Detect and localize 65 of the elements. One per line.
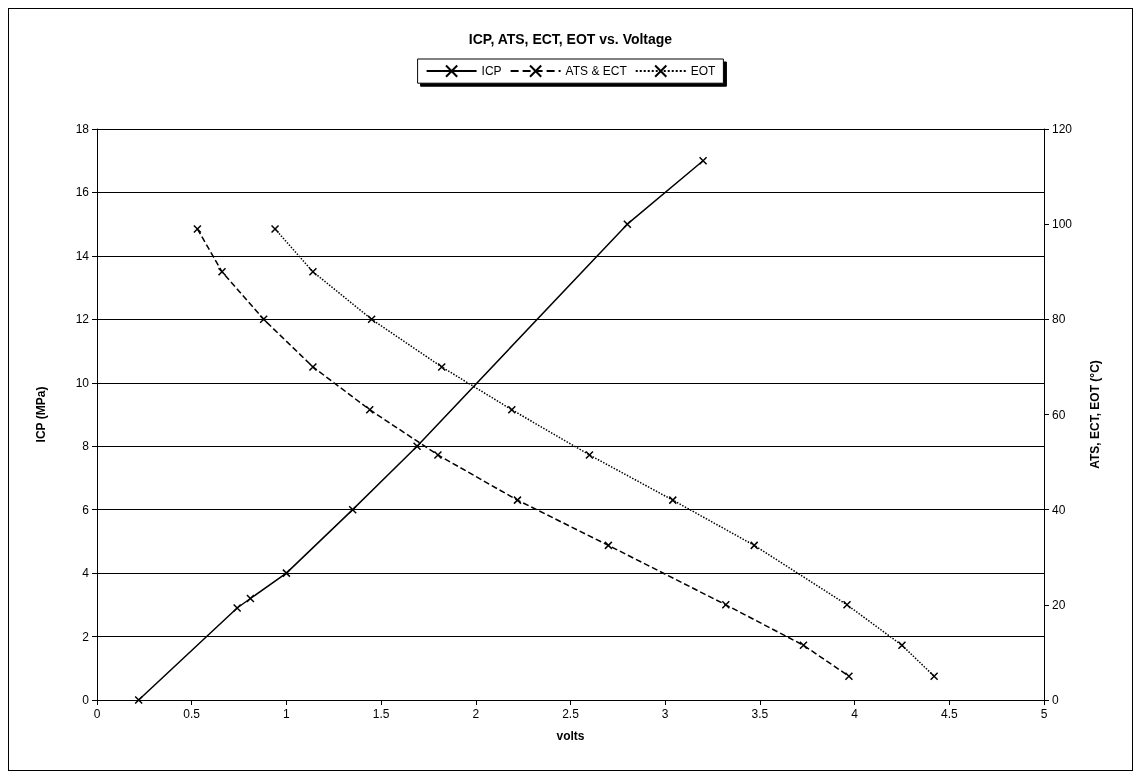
point <box>348 505 357 514</box>
point <box>668 495 678 505</box>
point <box>623 219 632 229</box>
point <box>365 405 374 414</box>
point <box>842 600 852 610</box>
x-tick-label: 3.5 <box>751 707 769 721</box>
y2-tick-label: 100 <box>1052 217 1073 232</box>
x-axis-title: volts <box>556 729 585 743</box>
point <box>246 594 255 603</box>
point <box>193 224 202 234</box>
point <box>308 362 318 372</box>
x-tick-label: 4.5 <box>940 707 958 721</box>
x-tick-label: 4 <box>851 707 859 721</box>
y-tick-label: 0 <box>82 693 90 707</box>
x-tick-label: 2 <box>472 707 480 721</box>
y-tick-label: 2 <box>82 629 90 644</box>
point <box>308 267 318 276</box>
y-tick-label: 10 <box>75 375 90 390</box>
y-tick-label: 16 <box>75 185 90 200</box>
legend-label: ATS & ECT <box>565 64 628 79</box>
chart-title: ICP, ATS, ECT, EOT vs. Voltage <box>468 31 673 47</box>
point <box>259 315 268 324</box>
legend-label: EOT <box>690 64 717 79</box>
x-tick-label: 5 <box>1040 707 1048 721</box>
x-tick-label: 3 <box>661 707 669 721</box>
legend-label: ICP <box>481 64 502 79</box>
point <box>412 441 422 451</box>
y2-tick-label: 20 <box>1052 597 1066 612</box>
point <box>604 541 613 550</box>
point <box>282 568 291 578</box>
point <box>367 315 376 324</box>
y2-tick-label: 80 <box>1052 312 1066 327</box>
x-tick-label: 2.5 <box>562 707 580 721</box>
point <box>437 362 446 372</box>
x-tick-label: 0 <box>93 707 101 721</box>
y-tick-label: 4 <box>82 566 90 581</box>
point <box>929 671 939 681</box>
y-tick-label: 12 <box>75 312 90 327</box>
point <box>513 495 522 505</box>
y-tick-label: 18 <box>75 122 90 136</box>
point <box>698 156 708 165</box>
point <box>270 224 280 234</box>
y2-axis-title: ATS, ECT, EOT (°C) <box>1088 360 1102 469</box>
y2-tick-label: 60 <box>1052 407 1066 422</box>
point <box>217 267 227 276</box>
y2-tick-label: 120 <box>1052 122 1073 136</box>
y2-tick-label: 40 <box>1052 502 1066 517</box>
point <box>844 671 854 681</box>
y-tick-label: 8 <box>82 439 90 454</box>
point <box>749 541 759 550</box>
point <box>507 405 517 414</box>
y-tick-label: 14 <box>75 248 90 263</box>
point <box>134 695 143 705</box>
x-tick-label: 1.5 <box>372 707 390 721</box>
point <box>585 450 594 460</box>
point <box>433 450 443 460</box>
point <box>232 603 242 613</box>
y-tick-label: 6 <box>82 502 90 517</box>
y-axis-title: ICP (MPa) <box>34 386 48 443</box>
x-tick-label: 1 <box>283 707 291 721</box>
point <box>897 641 907 650</box>
point <box>721 600 731 610</box>
point <box>799 641 808 650</box>
y2-tick-label: 0 <box>1052 693 1059 707</box>
x-tick-label: 0.5 <box>183 707 201 721</box>
